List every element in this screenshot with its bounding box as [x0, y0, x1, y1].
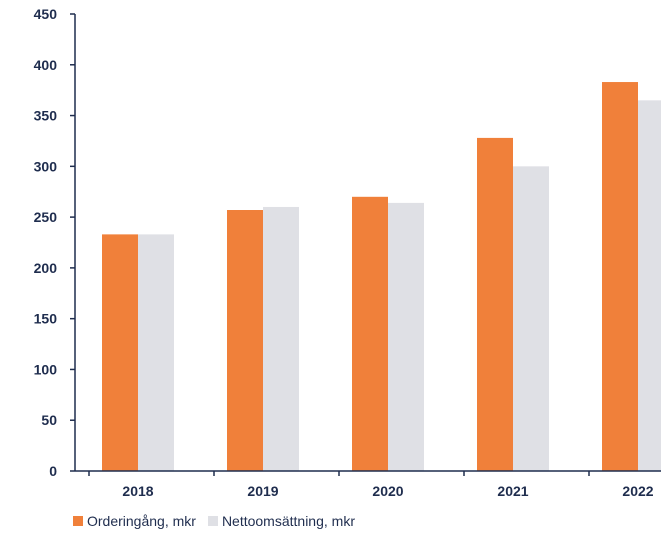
legend-swatch-nettoomsattning — [207, 516, 218, 526]
bar-nettoomsattning-2019 — [263, 206, 299, 471]
y-tick-label: 150 — [34, 311, 58, 327]
y-tick-label: 0 — [49, 463, 57, 479]
y-tick-label: 100 — [34, 361, 58, 377]
bar-nettoomsattning-2018 — [138, 234, 174, 471]
bar-orderingang-2021 — [477, 137, 513, 472]
y-tick-label: 200 — [34, 260, 58, 276]
legend-label-nettoomsattning: Nettoomsättning, mkr — [221, 513, 355, 529]
x-tick-label: 2019 — [247, 483, 278, 499]
x-tick-label: 2018 — [122, 483, 153, 499]
x-axis-ticks: 2018 2019 2020 2021 2022 — [88, 471, 654, 499]
y-tick-label: 300 — [34, 158, 58, 174]
y-axis-ticks: 0 50 100 150 200 250 300 350 400 450 — [34, 6, 75, 479]
bar-orderingang-2019 — [227, 210, 263, 471]
legend-label-orderingang: Orderingång, mkr — [87, 513, 196, 529]
bar-orderingang-2022 — [602, 82, 638, 471]
bar-nettoomsattning-2022 — [638, 100, 661, 472]
bars — [102, 82, 661, 472]
legend: Orderingång, mkr Nettoomsättning, mkr — [73, 513, 367, 529]
legend-item-orderingang: Orderingång, mkr — [73, 513, 196, 529]
y-tick-label: 400 — [34, 57, 58, 73]
x-tick-label: 2020 — [372, 483, 403, 499]
y-tick-label: 350 — [34, 108, 58, 124]
x-tick-label: 2021 — [497, 483, 528, 499]
y-tick-label: 450 — [34, 6, 58, 22]
bar-orderingang-2020 — [352, 196, 388, 472]
bar-nettoomsattning-2021 — [513, 166, 549, 472]
legend-item-nettoomsattning: Nettoomsättning, mkr — [207, 513, 355, 529]
legend-swatch-orderingang — [73, 516, 83, 526]
bar-orderingang-2018 — [102, 234, 138, 471]
y-tick-label: 50 — [41, 412, 57, 428]
y-tick-label: 250 — [34, 209, 58, 225]
x-tick-label: 2022 — [622, 483, 653, 499]
bar-nettoomsattning-2020 — [388, 202, 424, 472]
